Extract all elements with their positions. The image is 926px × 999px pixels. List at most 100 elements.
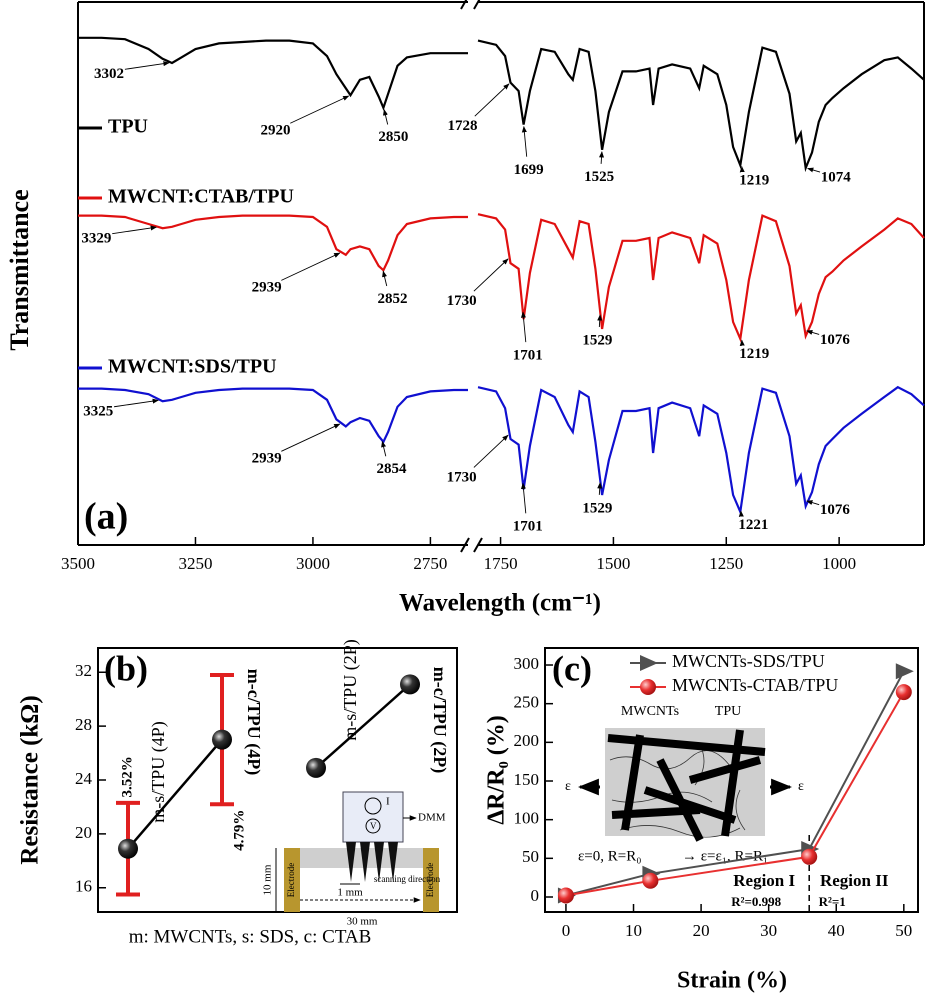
- axis-break: [473, 537, 483, 553]
- inset-label: 1 mm: [337, 887, 363, 899]
- y-tick-label: 16: [75, 877, 92, 896]
- x-tick-label: 40: [828, 921, 845, 940]
- series-line: [565, 691, 905, 897]
- peak-label: 3325: [83, 403, 113, 419]
- peak-label: 1529: [582, 332, 612, 348]
- peak-label: 2939: [252, 280, 282, 296]
- inset-label: ε: [798, 779, 804, 794]
- data-point: [118, 838, 138, 859]
- film: [284, 848, 439, 868]
- y-tick-label: 50: [522, 847, 539, 866]
- y-axis-label: Resistance (kΩ): [17, 695, 44, 864]
- peak-arrow: [474, 83, 510, 117]
- peak-label: 3302: [94, 66, 124, 82]
- axis-break: [460, 537, 470, 553]
- probes: [346, 842, 398, 882]
- inset-label: I: [386, 796, 390, 808]
- x-tick-label: 1750: [484, 554, 518, 573]
- data-point: [895, 663, 914, 680]
- y-tick-label: 250: [514, 693, 540, 712]
- peak-arrow: [521, 125, 528, 157]
- point-label: m-s/TPU (2P): [340, 639, 361, 741]
- inset-label: scanning direction: [374, 874, 441, 884]
- peak-label: 1730: [447, 469, 477, 485]
- peak-label: 1076: [820, 502, 851, 518]
- legend-label: MWCNTs-CTAB/TPU: [672, 675, 838, 695]
- inset-label: ε=0, R=R₀: [578, 848, 641, 864]
- inset-label: 30 mm: [347, 916, 378, 928]
- connector: [127, 738, 223, 850]
- setup-inset: I V DMM Electrode Electrode 1 mm scannin…: [262, 791, 446, 928]
- peak-arrow: [114, 398, 159, 408]
- peak-label: 1730: [447, 293, 477, 309]
- x-tick-label: 2750: [413, 554, 447, 573]
- error-label: 3.52%: [119, 756, 135, 797]
- axis-break: [460, 0, 468, 10]
- x-tick-label: 20: [693, 921, 710, 940]
- spectrum-line: [78, 214, 468, 272]
- panel-label: (b): [104, 648, 148, 688]
- peak-arrow: [599, 151, 605, 164]
- peak-arrow: [381, 440, 387, 457]
- peak-label: 1074: [821, 169, 852, 185]
- data-point: [642, 872, 659, 889]
- legend-label: MWCNT:SDS/TPU: [108, 356, 277, 378]
- x-axis-label: Strain (%): [677, 968, 787, 994]
- series-line: [565, 670, 905, 897]
- x-axis-label: Wavelength (cm⁻¹): [399, 590, 601, 617]
- data-point: [306, 757, 326, 778]
- nanotubes: [607, 729, 766, 842]
- peak-arrow: [806, 500, 820, 506]
- peak-arrow: [281, 423, 341, 452]
- data-point: [400, 674, 420, 695]
- peak-label: 1076: [820, 332, 851, 348]
- point-label: m-c/TPU (2P): [429, 667, 450, 773]
- y-axis-label: ΔR/R₀ (%): [484, 715, 510, 825]
- connector: [315, 683, 411, 769]
- data-point: [212, 729, 232, 750]
- spectrum-line: [78, 36, 468, 111]
- data-point: [801, 848, 818, 865]
- panel-label: (a): [84, 496, 128, 538]
- inset-label: Electrode: [425, 863, 435, 897]
- spectrum-line: [477, 385, 925, 516]
- peak-label: 1221: [738, 517, 768, 533]
- instrument-box: [342, 791, 404, 843]
- legend-label: MWCNT:CTAB/TPU: [108, 186, 294, 208]
- peak-arrow: [112, 225, 157, 235]
- x-tick-label: 1500: [596, 554, 630, 573]
- legend-label: TPU: [108, 116, 148, 138]
- y-tick-label: 200: [514, 731, 540, 750]
- x-tick-label: 10: [625, 921, 642, 940]
- point-label: m-c/TPU (4P): [243, 669, 264, 775]
- spectrum-line: [78, 387, 468, 444]
- y-tick-label: 20: [75, 823, 92, 842]
- inset-label: ε: [565, 779, 571, 794]
- peak-label: 2854: [377, 461, 408, 477]
- peak-arrow: [124, 61, 170, 70]
- inset-label: Electrode: [286, 863, 296, 897]
- peak-arrow: [290, 95, 350, 124]
- x-tick-label: 0: [562, 921, 571, 940]
- x-tick-label: 3250: [178, 554, 212, 573]
- spectrum-line: [477, 213, 925, 343]
- y-axis-label: Transmittance: [5, 189, 34, 350]
- inset-label: MWCNTs: [621, 704, 679, 719]
- y-tick-label: 100: [514, 809, 540, 828]
- legend-marker: [640, 655, 658, 671]
- peak-arrow: [281, 252, 341, 281]
- point-label: m-s/TPU (4P): [148, 721, 169, 823]
- peak-arrow: [806, 329, 820, 335]
- peak-arrow: [383, 109, 389, 125]
- region-label: Region I: [733, 871, 795, 890]
- footnote: m: MWCNTs, s: SDS, c: CTAB: [129, 926, 372, 947]
- peak-label: 1701: [513, 347, 543, 363]
- inset-label: DMM: [418, 812, 446, 824]
- data-point: [895, 684, 912, 701]
- current-source: [364, 797, 382, 815]
- x-tick-label: 1250: [709, 554, 743, 573]
- voltmeter: [365, 818, 381, 834]
- region-fit: R²=1: [819, 894, 846, 909]
- legend-marker: [640, 679, 656, 695]
